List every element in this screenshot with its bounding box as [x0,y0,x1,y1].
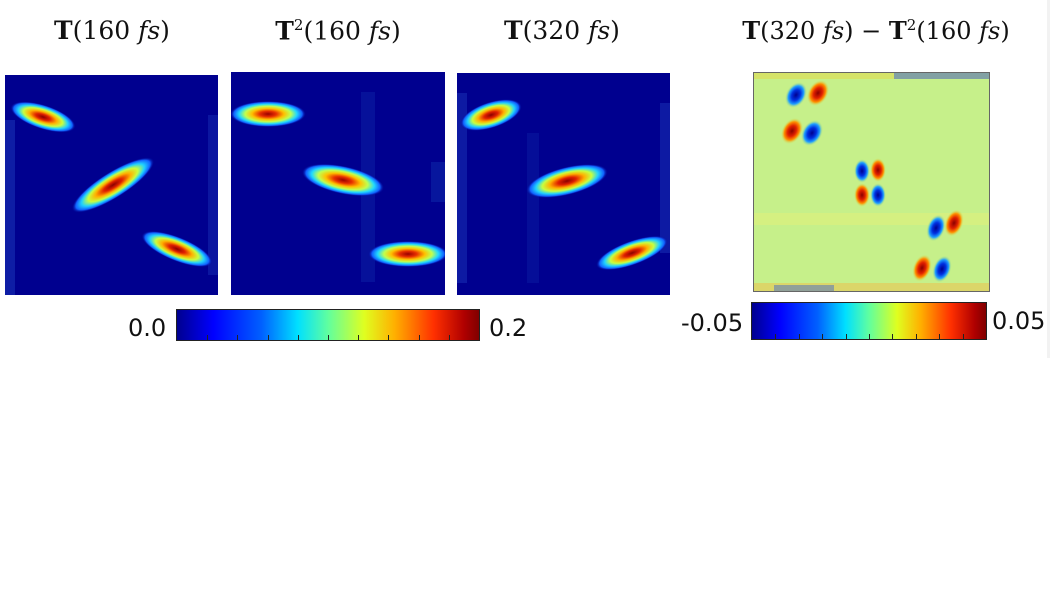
heatmap-t320 [457,73,670,295]
ridge-top-left [460,99,522,131]
colorbar-diff-ticks [752,334,986,339]
panel-title-diff: T(320 fs) − T2(160 fs) [742,16,1010,45]
heatmap-t2-160 [231,72,445,295]
quadrupole-top-left [780,79,830,147]
colorbar-diff [751,302,987,340]
ridge-center [526,164,608,198]
quadrupole-center [854,158,886,207]
ridge-bottom-right [596,235,668,271]
colorbar-diff-min-label: -0.05 [681,309,744,337]
ridge-top-left [10,101,76,133]
colorbar-diff-max-label: 0.05 [992,307,1046,335]
ridge-center [301,163,385,197]
panel-title-t160: T(160 fs) [54,16,170,45]
quadrupole-bottom-right [912,209,964,283]
panel-title-t2-160: T2(160 fs) [275,16,401,46]
ridge-top-left [231,101,306,127]
colorbar-abs-min-label: 0.0 [128,314,167,342]
heatmap-t160 [5,75,218,295]
edge-strip [1047,0,1050,358]
ridge-center [71,157,155,213]
colorbar-abs [176,309,480,341]
panel-title-t320: T(320 fs) [504,16,620,45]
heatmap-diff [753,72,990,292]
colorbar-abs-ticks [177,335,479,340]
colorbar-abs-max-label: 0.2 [489,314,528,342]
ridge-bottom-right [141,230,213,268]
heatmap-background [754,73,989,291]
ridge-bottom-right [368,241,445,267]
